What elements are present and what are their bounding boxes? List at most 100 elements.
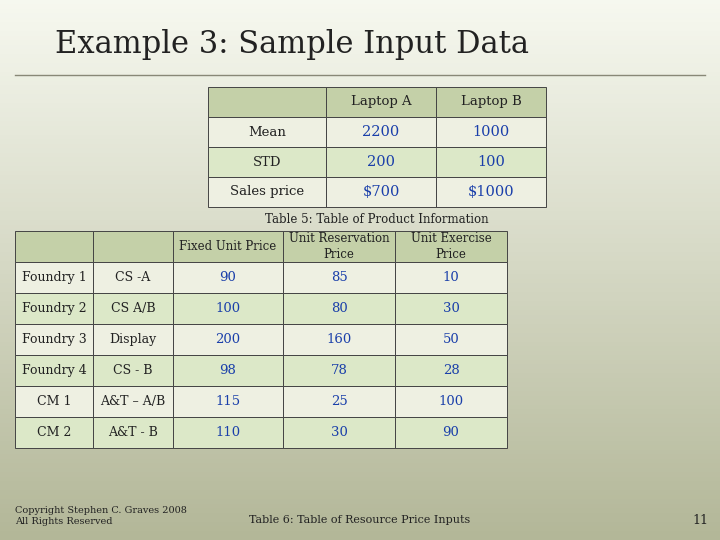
- Bar: [0, 287, 720, 293]
- Bar: [0, 503, 720, 509]
- Bar: [395, 386, 507, 417]
- Text: 110: 110: [215, 426, 240, 439]
- Bar: [0, 242, 720, 247]
- Bar: [0, 414, 720, 418]
- Bar: [0, 265, 720, 270]
- Bar: [93, 324, 173, 355]
- Bar: [0, 306, 720, 310]
- Bar: [0, 314, 720, 320]
- Bar: [0, 476, 720, 482]
- Bar: [15, 293, 93, 324]
- Bar: [0, 94, 720, 99]
- Text: STD: STD: [253, 156, 282, 168]
- Bar: [0, 274, 720, 279]
- Bar: [0, 355, 720, 360]
- Bar: [0, 422, 720, 428]
- Bar: [0, 458, 720, 463]
- Bar: [0, 67, 720, 72]
- Text: 78: 78: [330, 364, 348, 377]
- Text: 160: 160: [326, 333, 351, 346]
- Text: Table 5: Table of Product Information: Table 5: Table of Product Information: [265, 213, 489, 226]
- Text: Mean: Mean: [248, 125, 286, 138]
- Bar: [436, 117, 546, 147]
- Bar: [326, 177, 436, 207]
- Bar: [0, 292, 720, 297]
- Text: Foundry 4: Foundry 4: [22, 364, 86, 377]
- Bar: [0, 193, 720, 198]
- Bar: [0, 152, 720, 158]
- Text: 90: 90: [220, 271, 236, 284]
- Bar: [0, 301, 720, 306]
- Bar: [0, 283, 720, 288]
- Bar: [0, 499, 720, 504]
- Bar: [0, 404, 720, 409]
- Text: Sales price: Sales price: [230, 186, 304, 199]
- Bar: [0, 319, 720, 324]
- Bar: [0, 431, 720, 436]
- Bar: [0, 206, 720, 212]
- Text: CS -A: CS -A: [115, 271, 150, 284]
- Bar: [0, 175, 720, 180]
- Bar: [0, 445, 720, 450]
- Bar: [0, 373, 720, 378]
- Bar: [0, 468, 720, 472]
- Text: Foundry 1: Foundry 1: [22, 271, 86, 284]
- Bar: [0, 148, 720, 153]
- Text: A&T – A/B: A&T – A/B: [100, 395, 166, 408]
- Bar: [0, 360, 720, 365]
- Bar: [0, 279, 720, 284]
- Bar: [283, 417, 395, 448]
- Bar: [0, 179, 720, 185]
- Bar: [283, 324, 395, 355]
- Bar: [283, 262, 395, 293]
- Bar: [0, 490, 720, 495]
- Bar: [0, 481, 720, 486]
- Text: 200: 200: [215, 333, 240, 346]
- Text: 25: 25: [330, 395, 347, 408]
- Text: Fixed Unit Price: Fixed Unit Price: [179, 240, 276, 253]
- Bar: [208, 87, 326, 117]
- Bar: [395, 324, 507, 355]
- Bar: [283, 386, 395, 417]
- Text: A&T - B: A&T - B: [108, 426, 158, 439]
- Bar: [0, 215, 720, 220]
- Bar: [0, 22, 720, 27]
- Text: 100: 100: [438, 395, 464, 408]
- Bar: [93, 355, 173, 386]
- Bar: [0, 233, 720, 239]
- Bar: [0, 4, 720, 9]
- Bar: [0, 333, 720, 338]
- Text: $700: $700: [362, 185, 400, 199]
- Text: 98: 98: [220, 364, 236, 377]
- Bar: [395, 417, 507, 448]
- Bar: [395, 293, 507, 324]
- Text: 50: 50: [443, 333, 459, 346]
- Bar: [0, 535, 720, 540]
- Bar: [0, 198, 720, 202]
- Bar: [15, 231, 93, 262]
- Bar: [0, 463, 720, 468]
- Bar: [0, 225, 720, 230]
- Bar: [0, 395, 720, 401]
- Text: 80: 80: [330, 302, 347, 315]
- Bar: [0, 9, 720, 14]
- Bar: [0, 139, 720, 144]
- Bar: [173, 262, 283, 293]
- Bar: [0, 409, 720, 414]
- Bar: [0, 103, 720, 108]
- Bar: [0, 71, 720, 77]
- Bar: [0, 161, 720, 166]
- Bar: [0, 211, 720, 216]
- Bar: [283, 231, 395, 262]
- Bar: [93, 262, 173, 293]
- Bar: [395, 355, 507, 386]
- Bar: [0, 157, 720, 162]
- Text: Foundry 3: Foundry 3: [22, 333, 86, 346]
- Text: Table 6: Table of Resource Price Inputs: Table 6: Table of Resource Price Inputs: [249, 515, 471, 525]
- Text: 200: 200: [367, 155, 395, 169]
- Text: CM 1: CM 1: [37, 395, 71, 408]
- Bar: [0, 49, 720, 54]
- Text: Display: Display: [109, 333, 157, 346]
- Bar: [173, 231, 283, 262]
- Bar: [326, 87, 436, 117]
